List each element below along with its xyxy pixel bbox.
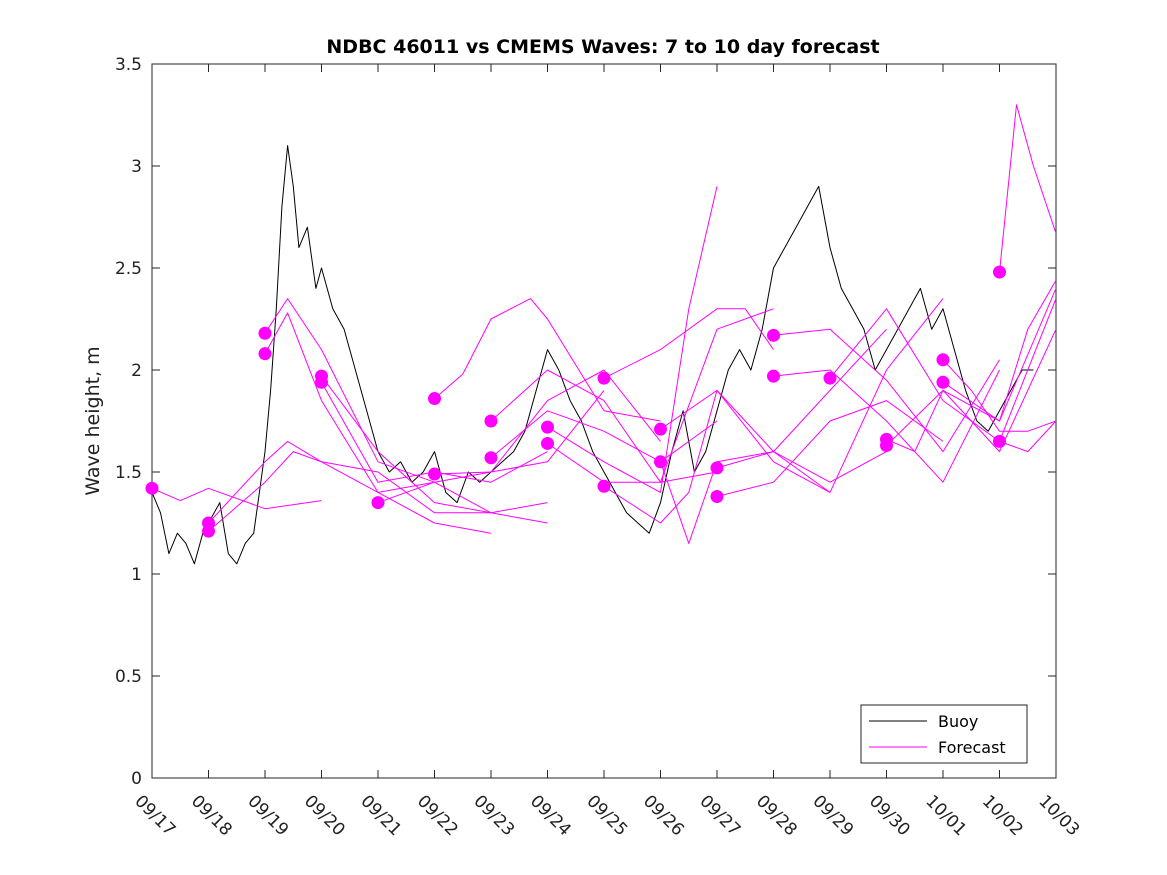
x-tick-label: 09/27: [695, 791, 744, 840]
forecast-init-marker: [710, 461, 724, 475]
forecast-init-marker: [371, 496, 385, 510]
forecast-init-marker: [767, 369, 780, 383]
forecast-series-line-28: [999, 104, 1056, 273]
forecast-series-line-20: [716, 400, 944, 497]
x-tick-label: 09/21: [356, 791, 405, 840]
forecast-series-line-16: [603, 389, 831, 524]
x-tick-label: 10/03: [1034, 791, 1083, 840]
x-tick-label: 09/29: [808, 791, 857, 840]
forecast-init-marker: [428, 392, 441, 406]
y-tick-label: 2: [131, 361, 142, 381]
x-tick-label: 10/01: [921, 791, 970, 840]
x-tick-label: 09/20: [300, 791, 349, 840]
legend-label-buoy: Buoy: [938, 712, 978, 731]
legend-box: [860, 704, 1028, 764]
y-tick-label: 3: [131, 157, 142, 177]
x-tick-label: 09/26: [639, 791, 688, 840]
x-tick-label: 09/30: [865, 791, 914, 840]
x-tick-label: 09/19: [243, 791, 292, 840]
legend-label-forecast: Forecast: [938, 738, 1006, 757]
forecast-init-marker: [767, 328, 780, 342]
forecast-init-marker: [484, 414, 498, 428]
forecast-markers: [145, 265, 1006, 538]
forecast-series-line-10: [434, 369, 661, 475]
chart-title: NDBC 46011 vs CMEMS Waves: 7 to 10 day f…: [326, 36, 879, 58]
forecast-init-marker: [710, 489, 724, 503]
buoy-series-line: [152, 145, 1034, 565]
forecast-init-marker: [541, 420, 554, 434]
forecast-series-line-26: [942, 359, 1056, 432]
forecast-series-line-9: [434, 298, 661, 422]
forecast-init-marker: [315, 375, 328, 389]
forecast-init-marker: [202, 516, 215, 530]
forecast-series-line-6: [321, 375, 548, 514]
forecast-series-line-2: [208, 451, 548, 532]
x-tick-label: 10/02: [978, 791, 1027, 840]
forecast-init-marker: [654, 455, 667, 469]
forecast-init-marker: [597, 479, 611, 493]
x-tick-label: 09/22: [413, 791, 462, 840]
x-tick-label: 09/18: [187, 791, 236, 840]
y-tick-label: 2.5: [115, 259, 142, 279]
forecast-init-marker: [258, 326, 272, 340]
forecast-init-marker: [993, 434, 1006, 448]
series-lines: [152, 104, 1056, 565]
forecast-init-marker: [936, 353, 950, 367]
forecast-init-marker: [993, 265, 1006, 279]
legend: Buoy Forecast: [860, 704, 1028, 764]
forecast-init-marker: [880, 438, 893, 452]
forecast-init-marker: [145, 481, 159, 495]
y-tick-label: 3.5: [115, 55, 142, 75]
forecast-init-marker: [484, 451, 498, 465]
forecast-series-line-11: [490, 369, 718, 483]
forecast-series-line-27: [942, 279, 1056, 422]
y-tick-label: 0: [131, 769, 142, 789]
forecast-series-line-5: [264, 312, 492, 534]
forecast-series-line-1: [152, 487, 322, 510]
forecast-series-line-14: [547, 308, 774, 483]
forecast-init-marker: [823, 371, 837, 385]
forecast-series-line-29: [999, 420, 1056, 453]
forecast-init-marker: [428, 467, 441, 481]
forecast-series-line-15: [603, 308, 774, 379]
forecast-init-marker: [541, 436, 554, 450]
forecast-series-line-21: [773, 328, 1000, 453]
forecast-series-line-19: [716, 298, 944, 493]
x-tick-label: 09/23: [469, 791, 518, 840]
forecast-init-marker: [654, 422, 667, 436]
x-tick-label: 09/17: [130, 791, 179, 840]
y-tick-label: 0.5: [115, 667, 142, 687]
forecast-series-line-13: [547, 186, 718, 493]
x-tick-label: 09/24: [526, 791, 575, 840]
forecast-series-line-23: [829, 298, 1056, 442]
forecast-init-marker: [936, 375, 950, 389]
x-tick-label: 09/25: [582, 791, 631, 840]
forecast-init-marker: [258, 347, 272, 361]
forecast-init-marker: [597, 371, 611, 385]
x-tick-label: 09/28: [752, 791, 801, 840]
forecast-series-line-22: [773, 369, 1000, 483]
forecast-series-line-18: [660, 328, 887, 544]
y-axis-label: Wave height, m: [82, 346, 104, 495]
y-tick-label: 1.5: [115, 463, 142, 483]
y-tick-label: 1: [131, 565, 142, 585]
forecast-series-line-25: [886, 288, 1056, 446]
forecast-series-line-12: [490, 410, 718, 463]
plot-frame: [151, 63, 1057, 779]
